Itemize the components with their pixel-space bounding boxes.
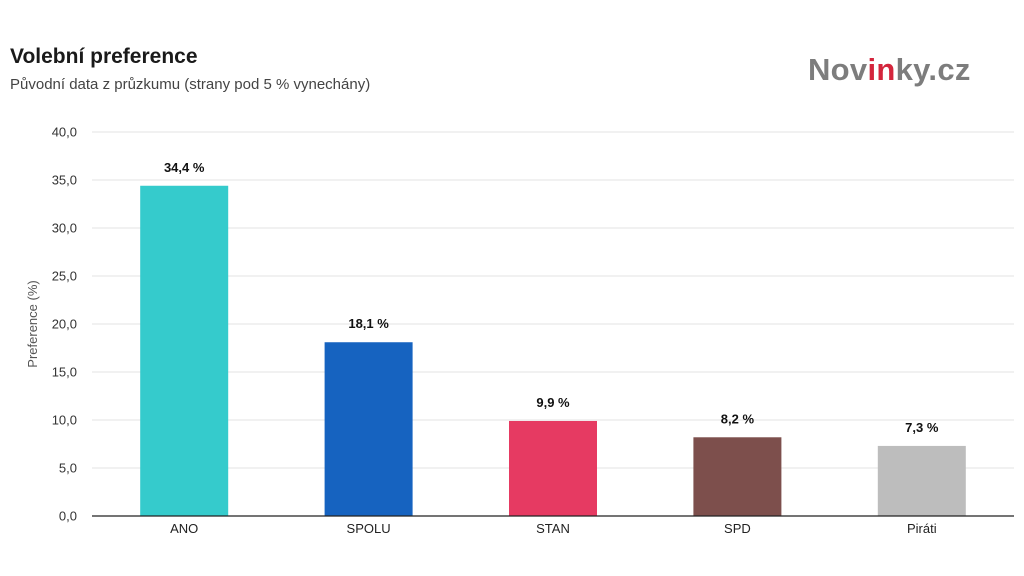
bar [693, 437, 782, 516]
category-label: Piráti [907, 521, 937, 536]
y-tick-label: 25,0 [52, 269, 77, 284]
bar [324, 342, 413, 516]
y-tick-label: 35,0 [52, 173, 77, 188]
logo-text-accent: in [867, 52, 896, 87]
category-label: STAN [536, 521, 570, 536]
bar [140, 185, 229, 516]
chart-title: Volební preference [10, 45, 198, 68]
data-label: 9,9 % [536, 395, 570, 410]
grid-lines [92, 131, 1014, 469]
category-label: SPOLU [347, 521, 391, 536]
logo-text-start: Nov [808, 52, 868, 87]
y-axis-ticks: 0,0 5,0 10,0 15,0 20,0 25,0 30,0 35,0 40,0 [52, 125, 77, 524]
data-label: 34,4 % [164, 160, 205, 175]
bars [140, 185, 966, 516]
bar [509, 420, 597, 516]
data-labels: 34,4 % 18,1 % 9,9 % 8,2 % 7,3 % [164, 160, 939, 435]
x-axis-categories: ANO SPOLU STAN SPD Piráti [170, 521, 937, 536]
chart-subtitle: Původní data z průzkumu (strany pod 5 % … [10, 76, 371, 93]
data-label: 7,3 % [905, 420, 939, 435]
logo-text-end: ky.cz [895, 52, 971, 87]
bar [877, 445, 966, 516]
data-label: 18,1 % [348, 316, 389, 331]
y-tick-label: 0,0 [59, 509, 77, 524]
y-tick-label: 30,0 [52, 221, 77, 236]
data-label: 8,2 % [721, 411, 755, 426]
category-label: SPD [724, 521, 751, 536]
category-label: ANO [170, 521, 198, 536]
y-tick-label: 5,0 [59, 461, 77, 476]
y-tick-label: 40,0 [52, 125, 77, 140]
y-tick-label: 15,0 [52, 365, 77, 380]
y-tick-label: 10,0 [52, 413, 77, 428]
y-axis-label: Preference (%) [25, 280, 40, 367]
novinky-logo: Novinky.cz [808, 52, 971, 88]
y-tick-label: 20,0 [52, 317, 77, 332]
